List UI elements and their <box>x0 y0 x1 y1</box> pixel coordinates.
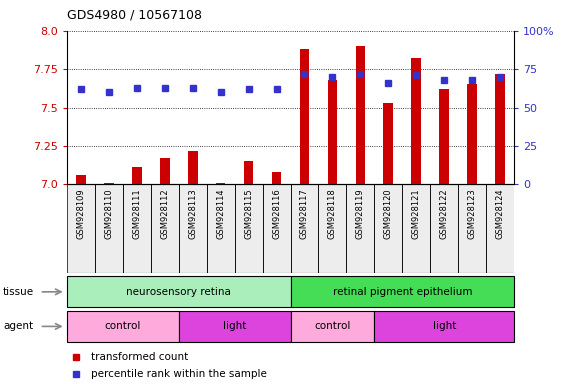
Bar <box>431 184 458 273</box>
Bar <box>235 184 263 273</box>
Bar <box>160 158 170 184</box>
Text: GSM928116: GSM928116 <box>272 189 281 240</box>
Bar <box>467 84 477 184</box>
Text: transformed count: transformed count <box>91 352 189 362</box>
Bar <box>383 103 393 184</box>
Text: light: light <box>223 321 246 331</box>
Text: GSM928117: GSM928117 <box>300 189 309 240</box>
Bar <box>439 89 449 184</box>
Text: retinal pigment epithelium: retinal pigment epithelium <box>332 287 472 297</box>
Bar <box>403 184 431 273</box>
Bar <box>374 311 514 342</box>
Bar <box>150 184 179 273</box>
Bar <box>188 151 198 184</box>
Bar <box>104 183 114 184</box>
Bar <box>123 184 150 273</box>
Bar <box>486 184 514 273</box>
Text: GSM928119: GSM928119 <box>356 189 365 239</box>
Text: light: light <box>433 321 456 331</box>
Bar <box>132 167 142 184</box>
Bar <box>290 184 318 273</box>
Bar <box>290 276 514 307</box>
Bar <box>207 184 235 273</box>
Bar <box>318 184 346 273</box>
Bar <box>458 184 486 273</box>
Bar <box>272 172 281 184</box>
Text: GSM928114: GSM928114 <box>216 189 225 239</box>
Bar <box>290 311 374 342</box>
Text: control: control <box>105 321 141 331</box>
Bar <box>179 311 290 342</box>
Bar <box>411 58 421 184</box>
Text: GSM928123: GSM928123 <box>468 189 477 240</box>
Bar <box>374 184 403 273</box>
Text: GSM928112: GSM928112 <box>160 189 169 239</box>
Text: percentile rank within the sample: percentile rank within the sample <box>91 369 267 379</box>
Text: GSM928120: GSM928120 <box>384 189 393 239</box>
Bar <box>67 184 95 273</box>
Text: GSM928118: GSM928118 <box>328 189 337 240</box>
Bar <box>263 184 290 273</box>
Text: GSM928121: GSM928121 <box>412 189 421 239</box>
Bar <box>67 311 179 342</box>
Text: tissue: tissue <box>3 287 34 297</box>
Text: GSM928124: GSM928124 <box>496 189 505 239</box>
Text: GSM928113: GSM928113 <box>188 189 197 240</box>
Text: GSM928109: GSM928109 <box>76 189 85 239</box>
Bar <box>300 49 309 184</box>
Bar <box>76 175 85 184</box>
Text: GSM928122: GSM928122 <box>440 189 449 239</box>
Bar <box>216 183 225 184</box>
Bar <box>356 46 365 184</box>
Text: GSM928115: GSM928115 <box>244 189 253 239</box>
Text: GDS4980 / 10567108: GDS4980 / 10567108 <box>67 8 202 21</box>
Bar <box>179 184 207 273</box>
Text: control: control <box>314 321 350 331</box>
Bar <box>496 74 505 184</box>
Text: neurosensory retina: neurosensory retina <box>126 287 231 297</box>
Text: agent: agent <box>3 321 33 331</box>
Bar <box>243 161 253 184</box>
Bar <box>67 276 290 307</box>
Bar <box>95 184 123 273</box>
Bar <box>328 80 338 184</box>
Text: GSM928111: GSM928111 <box>132 189 141 239</box>
Text: GSM928110: GSM928110 <box>104 189 113 239</box>
Bar <box>346 184 374 273</box>
